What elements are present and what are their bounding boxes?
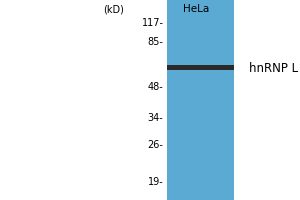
Text: 26-: 26- (148, 140, 164, 150)
Bar (167, 0, 234, 200)
Text: HeLa: HeLa (183, 4, 210, 14)
Text: 48-: 48- (148, 82, 164, 92)
Text: 117-: 117- (142, 18, 164, 28)
Text: 85-: 85- (148, 37, 164, 47)
Text: 19-: 19- (148, 177, 164, 187)
Text: (kD): (kD) (103, 4, 124, 14)
Bar (167, 65, 234, 70)
Text: 34-: 34- (148, 113, 164, 123)
Text: hnRNP L: hnRNP L (249, 62, 298, 74)
